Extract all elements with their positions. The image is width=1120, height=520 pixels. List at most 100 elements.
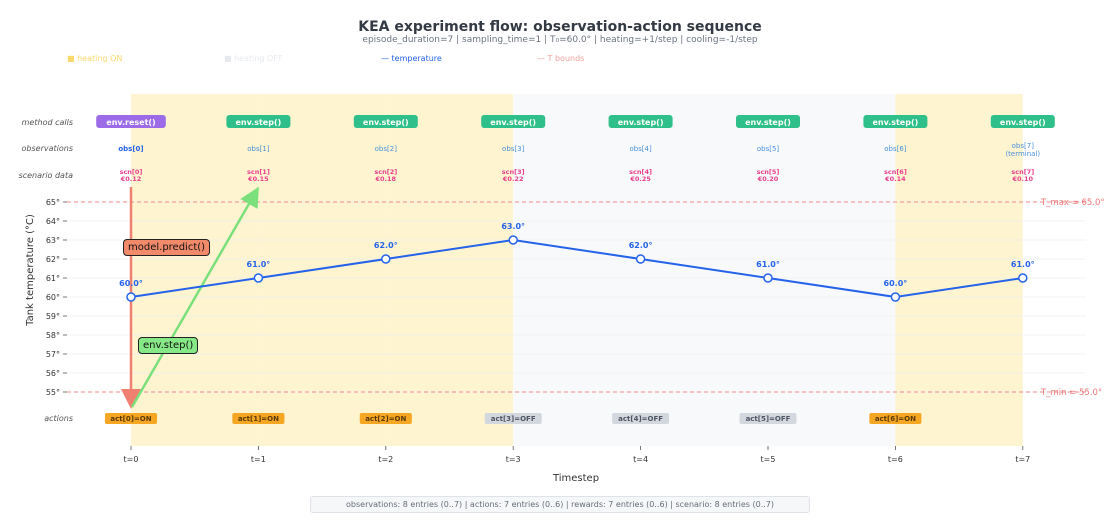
action-badge-5 — [739, 413, 797, 424]
x-tick-label: t=1 — [251, 455, 266, 464]
method-call-label: env.step() — [363, 118, 409, 127]
row-label-method: method calls — [22, 118, 73, 127]
scenario-value: €0.25 — [629, 175, 651, 183]
observation-label: obs[2] — [375, 145, 398, 153]
observation-label: obs[3] — [502, 145, 525, 153]
method-call-label: env.reset() — [106, 118, 155, 127]
heating-band-1 — [258, 94, 386, 446]
footer-summary: observations: 8 entries (0..7) | actions… — [310, 496, 810, 513]
scenario-name: scn[5] — [757, 168, 780, 176]
action-badge-2 — [359, 413, 412, 424]
temperature-data-label: 61.0° — [247, 260, 271, 269]
heating-band-5 — [768, 94, 896, 446]
x-tick-label: t=5 — [761, 455, 776, 464]
observation-label: obs[4] — [629, 145, 652, 153]
scenario-name: scn[7] — [1011, 168, 1034, 176]
action-label: act[5]=OFF — [746, 415, 791, 423]
temperature-line — [130, 238, 1023, 299]
action-label: act[6]=ON — [875, 415, 916, 423]
x-tick-label: t=2 — [378, 455, 393, 464]
action-label: act[4]=OFF — [618, 415, 663, 423]
temperature-point-6 — [890, 292, 901, 302]
temperature-point-5 — [763, 273, 773, 283]
temperature-data-label: 63.0° — [501, 222, 525, 231]
scenario-name: scn[1] — [247, 168, 270, 176]
observation-label: obs[7] — [1012, 142, 1035, 150]
observation-terminal-label: (terminal) — [1005, 150, 1040, 158]
y-axis-label: Tank temperature (°C) — [25, 214, 36, 327]
method-badge-3 — [481, 115, 546, 128]
temperature-point-1 — [253, 273, 264, 283]
x-tick-label: t=7 — [1015, 455, 1030, 464]
x-tick-label: t=3 — [506, 455, 521, 464]
y-tick-label: 61° — [46, 274, 60, 283]
scenario-name: scn[0] — [120, 168, 143, 176]
scenario-name: scn[6] — [884, 168, 907, 176]
scenario-value: €0.15 — [247, 175, 269, 183]
scenario-value: €0.10 — [1012, 175, 1034, 183]
method-badge-2 — [353, 115, 418, 128]
action-badge-6 — [869, 413, 922, 424]
step-arrow — [130, 186, 259, 408]
scenario-value: €0.20 — [757, 175, 779, 183]
temperature-point-2 — [381, 254, 391, 264]
method-call-label: env.step() — [236, 118, 282, 127]
action-label: act[2]=ON — [365, 415, 406, 423]
action-badge-0 — [104, 413, 158, 424]
y-tick-label: 62° — [46, 255, 60, 264]
scenario-value: €0.14 — [884, 175, 906, 183]
action-label: act[3]=OFF — [491, 415, 536, 423]
method-call-label: env.step() — [745, 118, 791, 127]
scenario-name: scn[3] — [502, 168, 525, 176]
chart-title: KEA experiment flow: observation-action … — [358, 19, 762, 35]
row-label-scenario: scenario data — [19, 171, 74, 180]
y-tick-label: 60° — [46, 293, 60, 302]
observation-label: obs[5] — [757, 145, 780, 153]
heating-band-4 — [640, 94, 768, 446]
y-tick-label: 55° — [46, 388, 60, 397]
temperature-data-label: 60.0° — [884, 279, 908, 288]
scenario-value: €0.22 — [502, 175, 524, 183]
scenario-value: €0.18 — [375, 175, 397, 183]
legend-heating-off: ■ heating OFF — [224, 54, 283, 63]
action-label: act[0]=ON — [110, 415, 151, 423]
y-tick-label: 65° — [46, 198, 60, 207]
method-call-label: env.step() — [618, 118, 664, 127]
heating-band-3 — [513, 94, 641, 446]
threshold-label: T_min = 55.0° — [1040, 388, 1102, 398]
method-badge-7 — [990, 115, 1055, 128]
x-axis-label: Timestep — [552, 473, 599, 484]
temperature-point-7 — [1018, 273, 1028, 283]
env-step-callout: env.step() — [138, 337, 199, 354]
temperature-data-label: 60.0° — [119, 279, 143, 288]
method-call-label: env.step() — [1000, 118, 1046, 127]
legend-t-bounds: — T bounds — [537, 54, 585, 63]
action-badge-4 — [612, 413, 670, 424]
method-badge-4 — [608, 115, 673, 128]
x-tick-label: t=4 — [633, 455, 648, 464]
heating-band-2 — [385, 94, 514, 446]
heating-band-0 — [131, 94, 259, 446]
method-call-label: env.step() — [873, 118, 919, 127]
action-badge-1 — [232, 413, 285, 424]
temperature-data-label: 61.0° — [1011, 260, 1035, 269]
legend-temperature: — temperature — [381, 54, 442, 63]
y-tick-label: 56° — [46, 369, 60, 378]
chart-subtitle: episode_duration=7 | sampling_time=1 | T… — [362, 35, 758, 45]
y-tick-label: 59° — [46, 312, 60, 321]
observation-label: obs[0] — [118, 145, 143, 153]
method-badge-0 — [96, 115, 166, 128]
y-tick-label: 63° — [46, 236, 60, 245]
y-tick-label: 57° — [46, 350, 60, 359]
method-badge-1 — [226, 115, 291, 128]
method-call-label: env.step() — [490, 118, 536, 127]
y-tick-label: 58° — [46, 331, 60, 340]
observation-label: obs[1] — [247, 145, 270, 153]
legend-heating-on: ■ heating ON — [67, 54, 123, 63]
row-label-actions: actions — [44, 414, 73, 423]
y-tick-label: 64° — [46, 217, 60, 226]
action-label: act[1]=ON — [238, 415, 279, 423]
scenario-name: scn[4] — [629, 168, 652, 176]
temperature-data-label: 62.0° — [629, 241, 653, 250]
